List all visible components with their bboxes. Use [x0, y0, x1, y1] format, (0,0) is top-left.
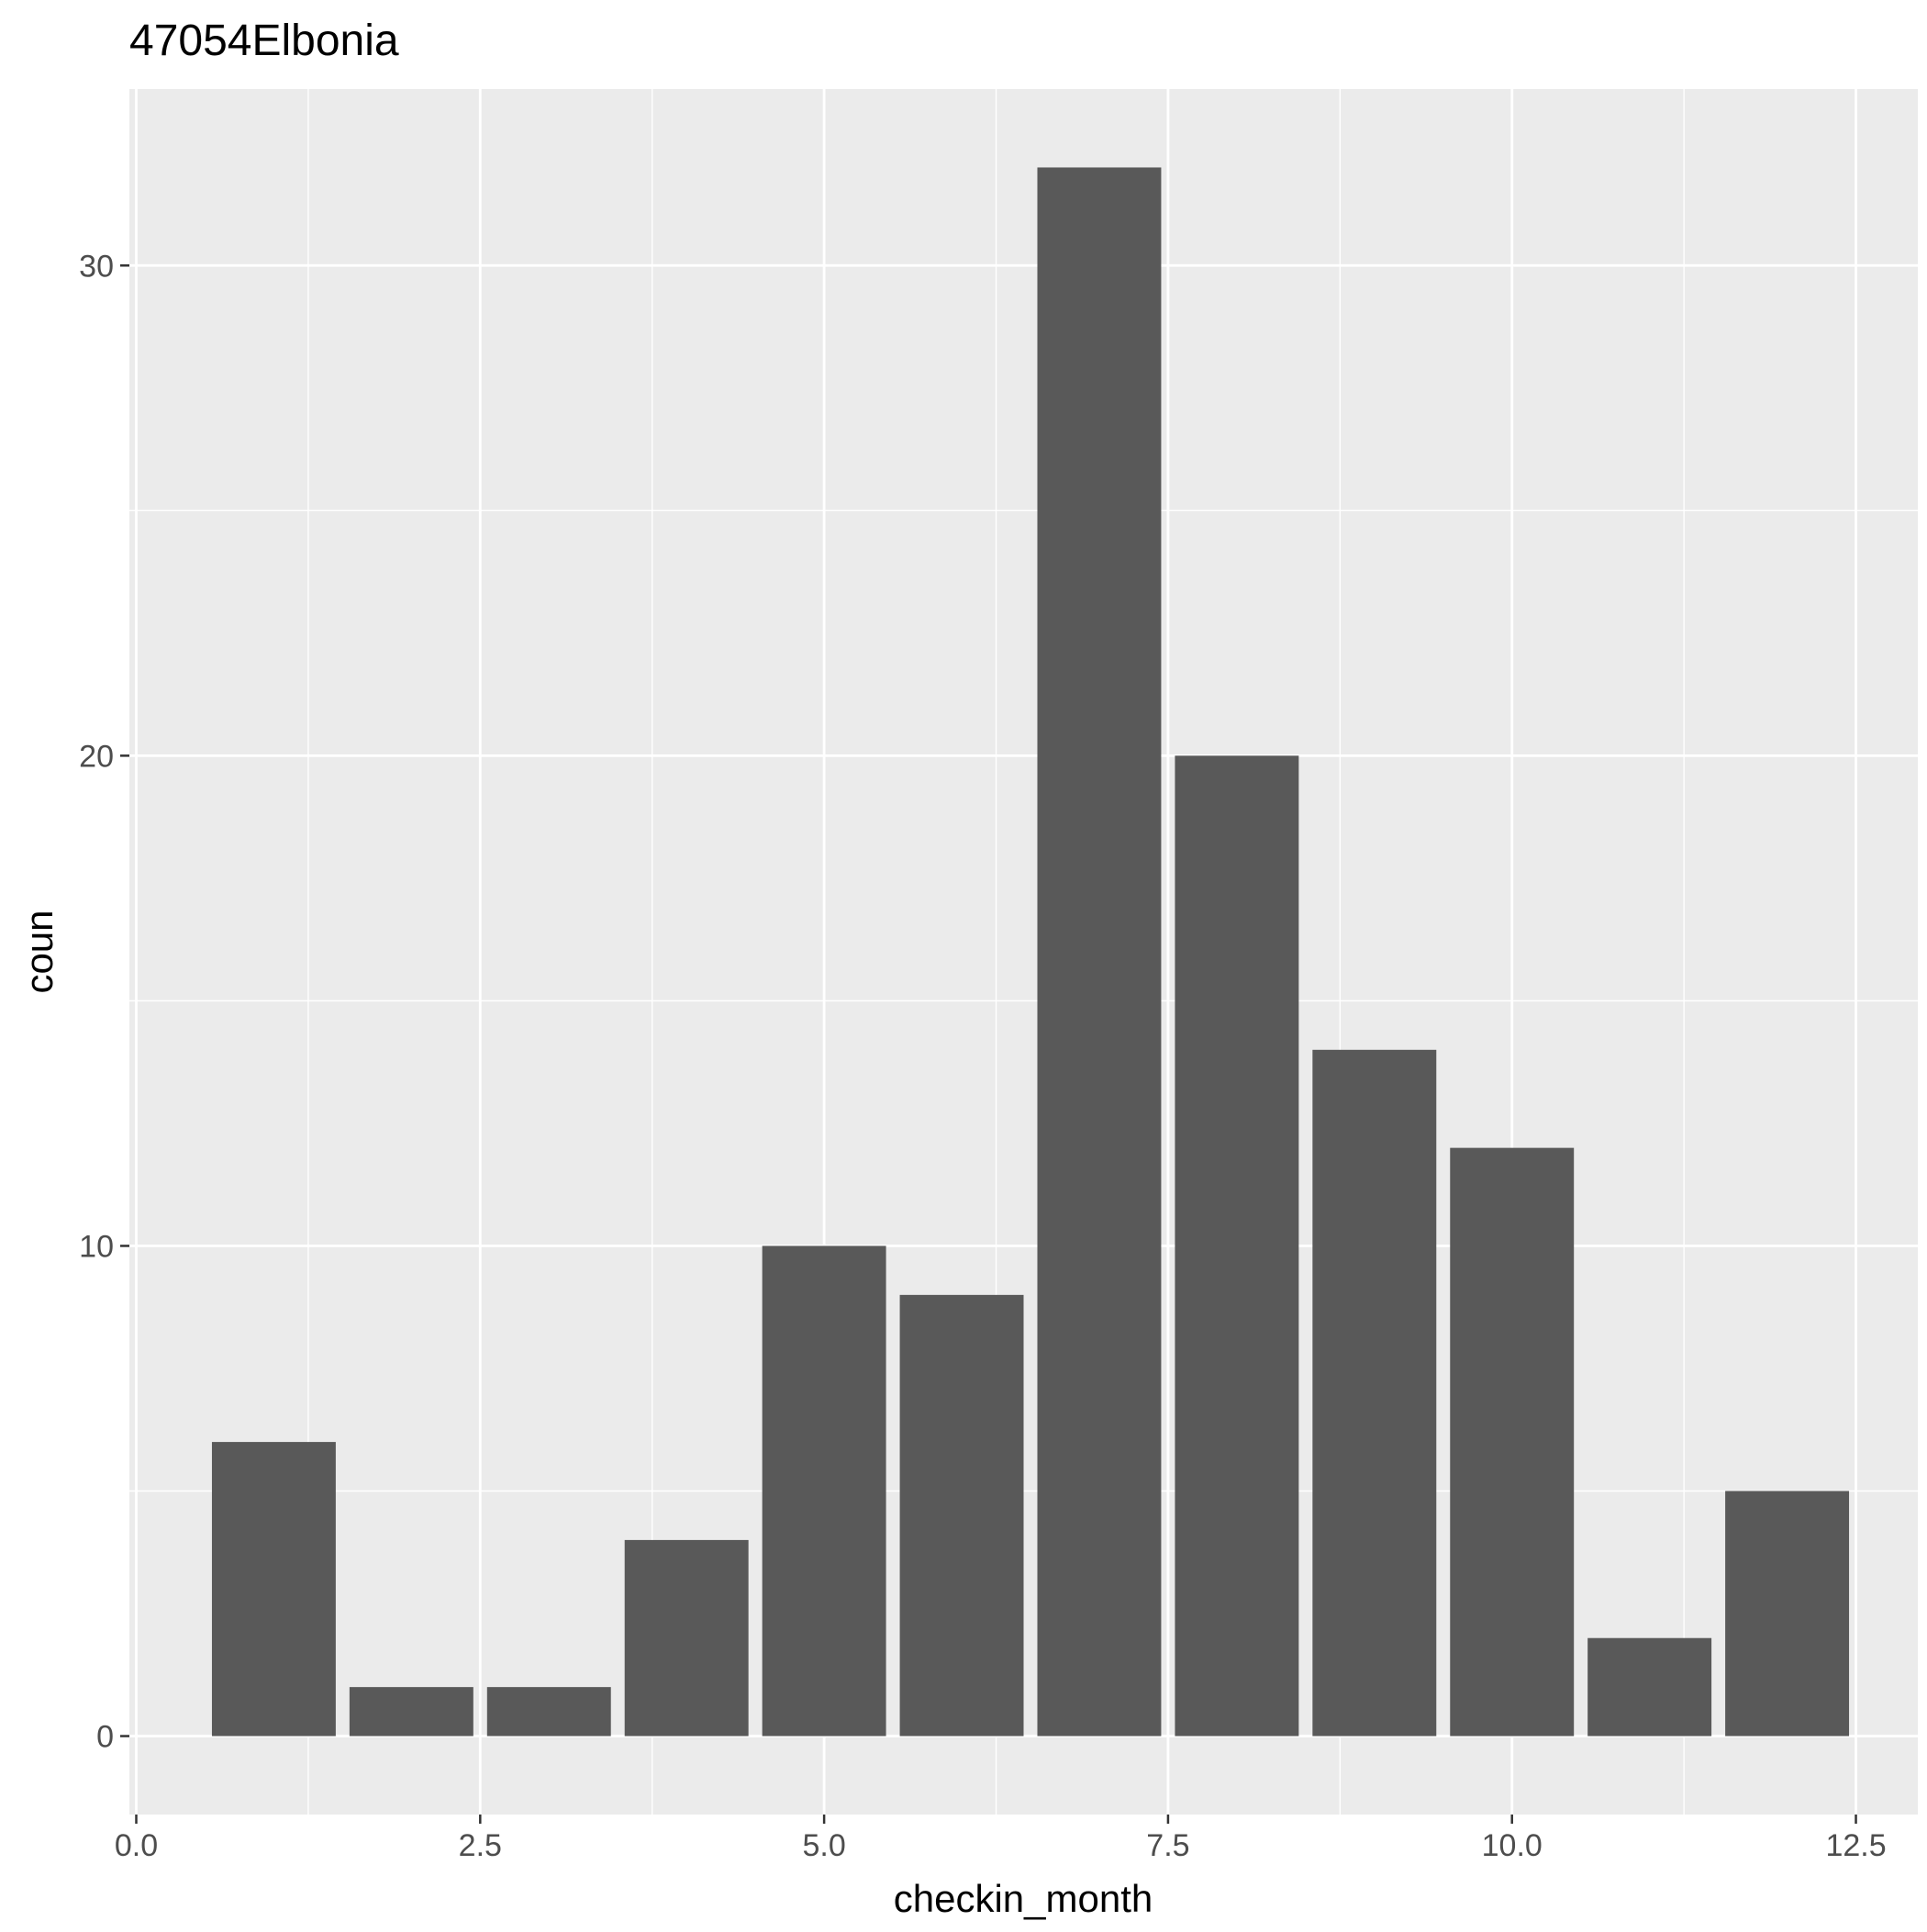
chart-title: 47054Elbonia: [129, 17, 399, 65]
bar-7: [1037, 167, 1162, 1737]
bar-1: [211, 1442, 336, 1737]
x-tick-label: 0.0: [115, 1828, 158, 1863]
bar-4: [624, 1539, 749, 1737]
y-tick-label: 30: [79, 249, 114, 284]
bar-8: [1175, 755, 1299, 1737]
x-tick-label: 10.0: [1482, 1828, 1543, 1863]
x-tick-label: 12.5: [1825, 1828, 1886, 1863]
x-axis-title: checkin_month: [894, 1877, 1153, 1920]
bar-10: [1450, 1147, 1575, 1737]
bar-11: [1587, 1637, 1712, 1737]
bar-2: [349, 1687, 473, 1737]
axes: 0.0 2.5 5.0 7.5 10.0 12.5 0 10 20 30: [79, 249, 1886, 1863]
y-axis-title: coun: [17, 910, 61, 993]
x-tick-label: 5.0: [802, 1828, 845, 1863]
y-tick-label: 10: [79, 1229, 114, 1264]
bar-9: [1312, 1049, 1437, 1737]
y-tick-label: 0: [96, 1720, 114, 1755]
y-tick-label: 20: [79, 739, 114, 774]
bars: [211, 167, 1850, 1737]
x-tick-label: 7.5: [1146, 1828, 1189, 1863]
bar-5: [762, 1245, 886, 1737]
x-tick-label: 2.5: [459, 1828, 502, 1863]
bar-6: [899, 1294, 1024, 1737]
bar-3: [486, 1687, 611, 1737]
bar-12: [1725, 1491, 1850, 1737]
